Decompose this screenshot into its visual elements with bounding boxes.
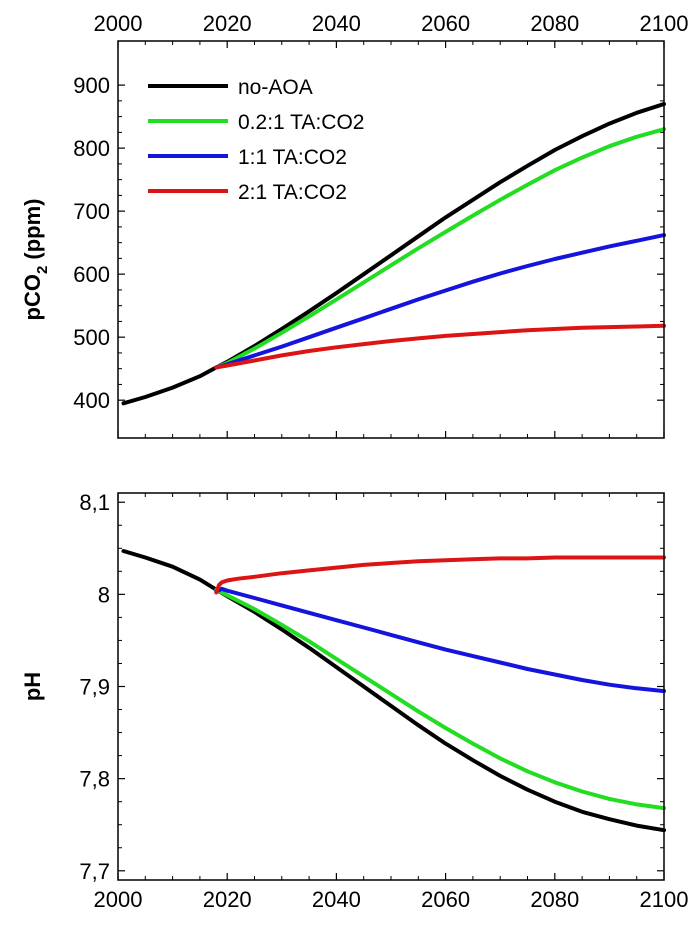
legend-label: no-AOA	[238, 76, 313, 99]
x-tick-label: 2060	[421, 11, 470, 36]
y-tick-label: 700	[73, 199, 110, 224]
x-tick-label: 2020	[203, 11, 252, 36]
y-axis-label: pH	[20, 672, 45, 701]
y-tick-label: 900	[73, 73, 110, 98]
y-tick-label: 800	[73, 136, 110, 161]
y-tick-label: 500	[73, 325, 110, 350]
series-line-no-aoa	[121, 549, 666, 833]
ph-panel: 2000 2020 2040 2060 2080 2100 7,7 7,8 7,9 8 8,1 pH	[20, 490, 688, 912]
series-line-2-1-ta-co2	[214, 323, 666, 370]
x-tick-label: 2020	[203, 887, 252, 912]
x-tick-label: 2040	[312, 11, 361, 36]
y-tick-label: 7,8	[79, 767, 110, 792]
pco2-panel: 2000 2020 2040 2060 2080 2100 400 500 600 700 800 9…	[20, 11, 689, 439]
legend-label: 2:1 TA:CO2	[238, 181, 347, 204]
x-tick-label: 2060	[421, 887, 470, 912]
series-line-no-aoa	[121, 102, 666, 406]
x-tick-label: 2040	[312, 887, 361, 912]
plot-frame	[117, 492, 665, 881]
x-tick-label: 2080	[530, 887, 579, 912]
x-tick-label: 2080	[530, 11, 579, 36]
x-tick-label: 2000	[94, 887, 143, 912]
x-tick-label: 2100	[640, 887, 689, 912]
legend: no-AOA 0.2:1 TA:CO2 1:1 TA:CO2 2:1 TA:CO2	[148, 76, 364, 204]
y-tick-label: 600	[73, 262, 110, 287]
x-tick-label: 2000	[94, 11, 143, 36]
y-tick-label: 7,9	[79, 675, 110, 700]
series-line-0-2-1-ta-co2	[214, 587, 666, 811]
series-line-1-1-ta-co2	[214, 586, 666, 694]
y-axis-label: pCO2 (ppm)	[20, 199, 51, 321]
series-line-0-2-1-ta-co2	[214, 127, 666, 370]
legend-label: 1:1 TA:CO2	[238, 146, 347, 169]
y-tick-label: 8,1	[79, 490, 110, 515]
y-tick-label: 8	[98, 582, 110, 607]
series-line-2-1-ta-co2	[214, 555, 666, 595]
legend-label: 0.2:1 TA:CO2	[238, 111, 364, 134]
series-line-1-1-ta-co2	[214, 233, 666, 370]
y-tick-label: 400	[73, 388, 110, 413]
y-tick-label: 7,7	[79, 859, 110, 884]
plot-frame	[117, 40, 665, 439]
x-tick-label: 2100	[640, 11, 689, 36]
